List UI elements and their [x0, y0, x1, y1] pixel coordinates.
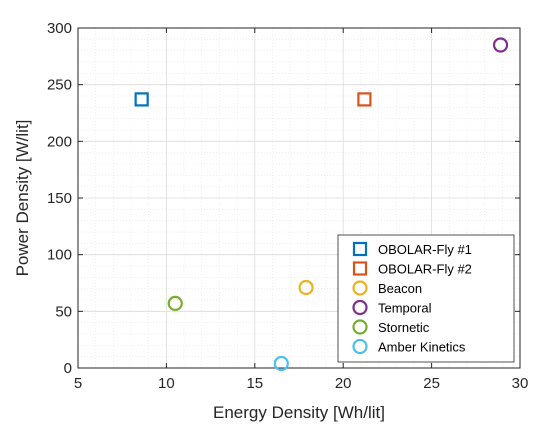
y-tick-label: 250: [47, 77, 72, 94]
data-point: [273, 355, 289, 372]
legend-marker: [352, 241, 368, 257]
y-tick-label: 300: [47, 20, 72, 37]
y-tick-label: 50: [55, 303, 72, 320]
y-tick-label: 200: [47, 133, 72, 150]
x-tick-label: 10: [158, 375, 175, 392]
legend-marker: [352, 280, 368, 296]
y-tick-label: 0: [64, 360, 72, 377]
legend-label: Temporal: [378, 301, 432, 316]
axis-ticks: [77, 27, 521, 369]
data-point: [298, 279, 314, 296]
data-point: [492, 37, 509, 53]
data-point: [134, 92, 149, 107]
legend-label: Amber Kinetics: [378, 340, 466, 355]
x-tick-label: 20: [335, 375, 352, 392]
y-tick-label: 150: [47, 190, 72, 207]
legend-label: Stornetic: [378, 320, 430, 335]
legend-label: Beacon: [378, 281, 422, 296]
x-tick-label: 25: [423, 375, 440, 392]
legend-label: OBOLAR-Fly #1: [378, 242, 472, 257]
legend-marker: [352, 299, 368, 316]
legend-marker: [352, 261, 368, 276]
legend: OBOLAR-Fly #1 OBOLAR-Fly #2 Beacon Temporal…: [337, 234, 515, 363]
data-markers: [134, 37, 509, 372]
legend-marker: [352, 338, 368, 355]
legend-box: [337, 234, 515, 363]
data-point: [167, 295, 183, 311]
legend-label: OBOLAR-Fly #2: [378, 262, 472, 277]
major-grid: [77, 27, 521, 369]
y-tick-label: 100: [47, 247, 72, 264]
y-axis-label: Power Density [W/lit]: [13, 120, 32, 277]
x-tick-label: 15: [246, 375, 263, 392]
x-tick-label: 5: [74, 375, 82, 392]
legend-marker: [352, 319, 368, 335]
data-point: [357, 92, 372, 107]
x-axis-label: Energy Density [Wh/lit]: [213, 403, 385, 422]
x-tick-label: 30: [512, 375, 529, 392]
